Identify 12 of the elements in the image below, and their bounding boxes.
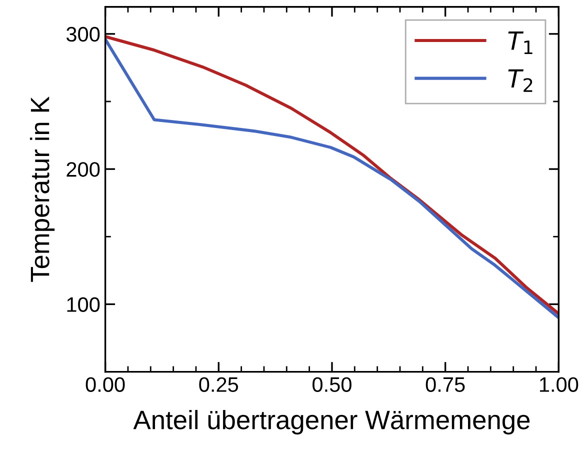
x-tick-label: 0.50 (312, 377, 352, 392)
y-axis-title: Temperatur in K (30, 96, 55, 282)
x-tick-label: 0.75 (426, 377, 465, 392)
legend-label: T$_{1}$ (508, 32, 532, 54)
legend-label: T$_{2}$ (508, 69, 532, 92)
y-tick-label: 100 (67, 297, 100, 312)
y-tick-label: 200 (66, 162, 100, 177)
x-axis-title: Anteil übertragener Wärmemenge (133, 410, 530, 435)
y-tick-label: 300 (66, 26, 100, 42)
x-tick-label: 1.00 (540, 377, 578, 392)
x-tick-label: 0.00 (86, 377, 125, 392)
x-tick-label: 0.25 (199, 377, 238, 392)
